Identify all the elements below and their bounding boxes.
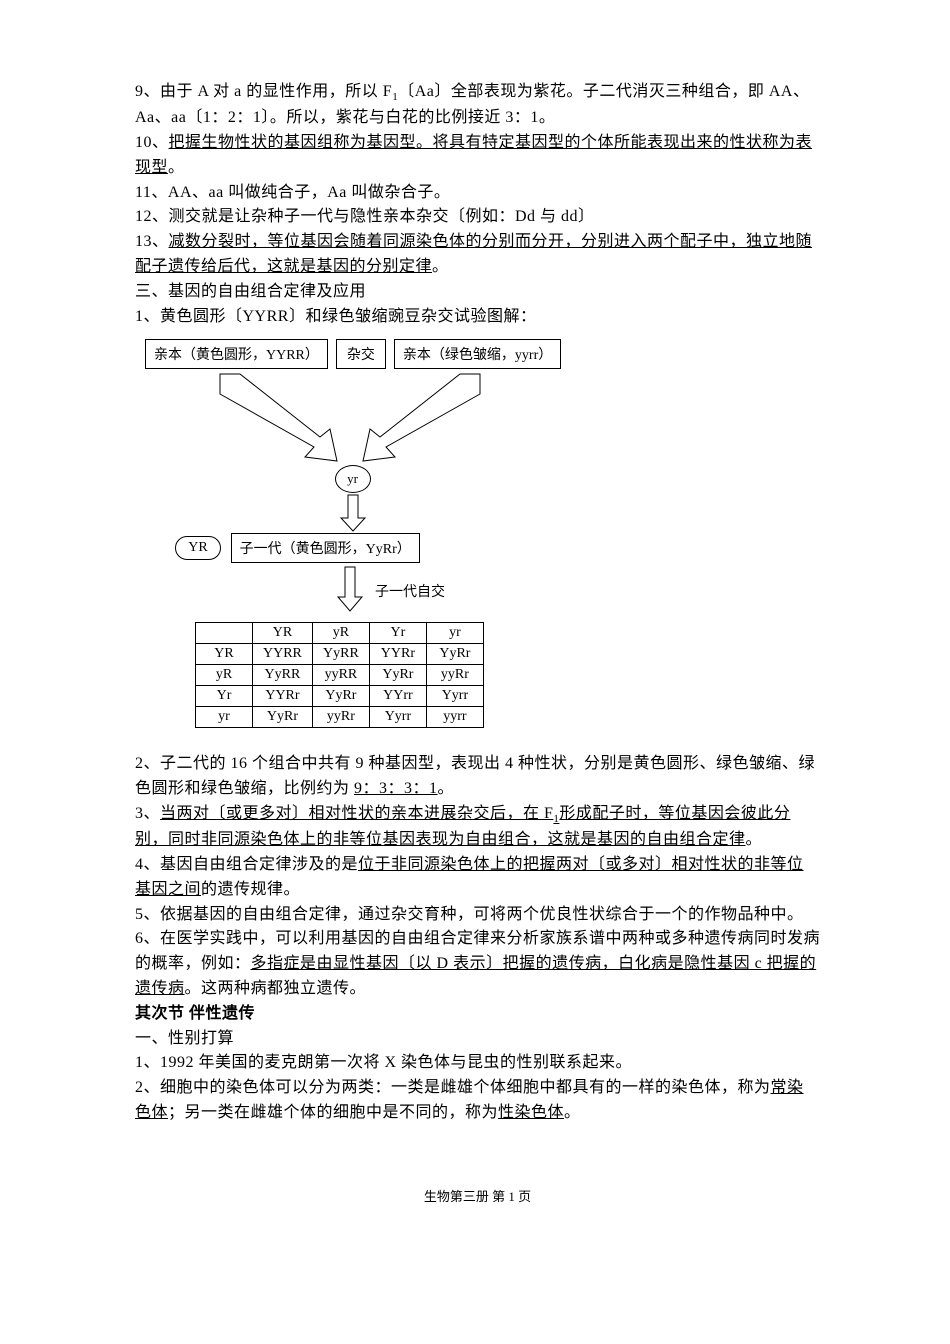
pa2-post: 。 [564, 1104, 581, 1121]
pr3c0: yr [196, 707, 253, 728]
f1-box: 子一代（黄色圆形，YyRr） [231, 533, 420, 563]
p13-pre: 13、 [135, 233, 169, 250]
pa2-u2: 性染色体 [498, 1104, 564, 1121]
punnett-square: YR yR Yr yr YR YYRR YyRR YYRr YyRr yR Yy… [195, 622, 484, 728]
pr3c4: yyrr [426, 707, 483, 728]
paragraph-13: 13、减数分裂时，等位基因会随着同源染色体的分别而分开，分别进入两个配子中，独立… [135, 230, 820, 280]
arrows-svg-1 [145, 369, 560, 469]
pr1c2: yyRR [312, 665, 369, 686]
pr3c3: Yyrr [369, 707, 426, 728]
p2-pre: 2、子二代的 16 个组合中共有 9 种基因型，表现出 4 种性状，分别是黄色圆… [135, 755, 815, 797]
pr2c2: YyRr [312, 686, 369, 707]
punnett-row-0: YR YYRR YyRR YYRr YyRr [196, 644, 484, 665]
punnett-row-2: Yr YYRr YyRr YYrr Yyrr [196, 686, 484, 707]
pa2-mid: ；另一类在雌雄个体的细胞中是不同的，称为 [168, 1104, 498, 1121]
pa2-pre: 2、细胞中的染色体可以分为两类：一类是雌雄个体细胞中都具有的一样的染色体，称为 [135, 1079, 771, 1096]
p4-pre: 4、基因自由组合定律涉及的是 [135, 856, 358, 873]
section-3-heading: 三、基因的自由组合定律及应用 [135, 280, 820, 305]
pr3c2: yyRr [312, 707, 369, 728]
p2-u: 9：3：3：1 [354, 780, 438, 797]
p2-post: 。 [438, 780, 455, 797]
parents-row: 亲本（黄色圆形，YYRR） 杂交 亲本（绿色皱缩，yyrr） [145, 339, 820, 369]
YR-oval: YR [175, 536, 220, 560]
pr0c2: YyRR [312, 644, 369, 665]
paragraph-10: 10、把握生物性状的基因组称为基因型。将具有特定基因型的个体所能表现出来的性状称… [135, 131, 820, 181]
paragraph-9: 9、由于 A 对 a 的显性作用，所以 F1〔Aa〕全部表现为紫花。子二代消灭三… [135, 80, 820, 131]
self-cross-row: 子一代自交 [145, 563, 560, 618]
punnett-row-3: yr YyRr yyRr Yyrr yyrr [196, 707, 484, 728]
paragraph-11: 11、AA、aa 叫做纯合子，Aa 叫做杂合子。 [135, 181, 820, 206]
yr-row: yr [145, 465, 560, 493]
paragraph-12: 12、测交就是让杂种子一代与隐性亲本杂交〔例如：Dd 与 dd〕 [135, 205, 820, 230]
paragraph-s3-3: 3、当两对〔或更多对〕相对性状的亲本进展杂交后，在 F1形成配子时，等位基因会彼… [135, 802, 820, 853]
pr2c0: Yr [196, 686, 253, 707]
paragraph-s3-1: 1、黄色圆形〔YYRR〕和绿色皱缩豌豆杂交试验图解： [135, 305, 820, 330]
pr1c4: yyRr [426, 665, 483, 686]
arrows-to-yr [145, 369, 560, 469]
pr3c1: YyRr [253, 707, 313, 728]
self-cross-label: 子一代自交 [375, 581, 445, 601]
punnett-header-row: YR yR Yr yr [196, 623, 484, 644]
down-arrow-svg [338, 493, 368, 533]
pr1c0: yR [196, 665, 253, 686]
p3-u1: 当两对〔或更多对〕相对性状的亲本进展杂交后，在 F [160, 805, 553, 822]
parent2-box: 亲本（绿色皱缩，yyrr） [394, 339, 561, 369]
page-footer: 生物第三册 第 1 页 [135, 1186, 820, 1205]
pr0c0: YR [196, 644, 253, 665]
self-arrow-svg [335, 565, 365, 615]
pr0c4: YyRr [426, 644, 483, 665]
pr2c3: YYrr [369, 686, 426, 707]
punnett-h2: yR [312, 623, 369, 644]
paragraph-s3-2: 2、子二代的 16 个组合中共有 9 种基因型，表现出 4 种性状，分别是黄色圆… [135, 752, 820, 802]
pr1c3: YyRr [369, 665, 426, 686]
cross-box: 杂交 [336, 339, 386, 369]
punnett-h0 [196, 623, 253, 644]
punnett-row-1: yR YyRR yyRR YyRr yyRr [196, 665, 484, 686]
p4-post: 的遗传规律。 [201, 881, 300, 898]
section-next-heading: 其次节 伴性遗传 [135, 1002, 820, 1027]
pr0c1: YYRR [253, 644, 313, 665]
paragraph-s3-4: 4、基因自由组合定律涉及的是位于非同源染色体上的把握两对〔或多对〕相对性状的非等… [135, 853, 820, 903]
yr-circle: yr [335, 465, 371, 493]
pr1c1: YyRR [253, 665, 313, 686]
subsection-1-heading: 一、性别打算 [135, 1027, 820, 1052]
cross-diagram: 亲本（黄色圆形，YYRR） 杂交 亲本（绿色皱缩，yyrr） yr YR [145, 339, 820, 728]
pr2c1: YYRr [253, 686, 313, 707]
p13-post: 。 [432, 258, 449, 275]
punnett-h4: yr [426, 623, 483, 644]
p3-pre: 3、 [135, 805, 160, 822]
down-arrow-1 [145, 493, 560, 533]
parent1-box: 亲本（黄色圆形，YYRR） [145, 339, 328, 369]
p10-u: 把握生物性状的基因组称为基因型。将具有特定基因型的个体所能表现出来的性状称为表现… [135, 134, 812, 176]
p6-post: 。这两种病都独立遗传。 [185, 980, 367, 997]
paragraph-s3-6: 6、在医学实践中，可以利用基因的自由组合定律来分析家族系谱中两种或多种遗传病同时… [135, 927, 820, 1001]
paragraph-s3-5: 5、依据基因的自由组合定律，通过杂交育种，可将两个优良性状综合于一个的作物品种中… [135, 903, 820, 928]
p10-post: 。 [168, 159, 185, 176]
punnett-h3: Yr [369, 623, 426, 644]
p13-u: 减数分裂时，等位基因会随着同源染色体的分别而分开，分别进入两个配子中，独立地随配… [135, 233, 812, 275]
pr2c4: Yyrr [426, 686, 483, 707]
paragraph-a2: 2、细胞中的染色体可以分为两类：一类是雌雄个体细胞中都具有的一样的染色体，称为常… [135, 1076, 820, 1126]
f1-row: YR 子一代（黄色圆形，YyRr） [145, 533, 560, 563]
p10-pre: 10、 [135, 134, 169, 151]
p9-text1: 9、由于 A 对 a 的显性作用，所以 F [135, 83, 392, 100]
p3-post: 。 [746, 831, 763, 848]
pr0c3: YYRr [369, 644, 426, 665]
punnett-h1: YR [253, 623, 313, 644]
document-page: 9、由于 A 对 a 的显性作用，所以 F1〔Aa〕全部表现为紫花。子二代消灭三… [0, 0, 950, 1245]
paragraph-a1: 1、1992 年美国的麦克朗第一次将 X 染色体与昆虫的性别联系起来。 [135, 1051, 820, 1076]
